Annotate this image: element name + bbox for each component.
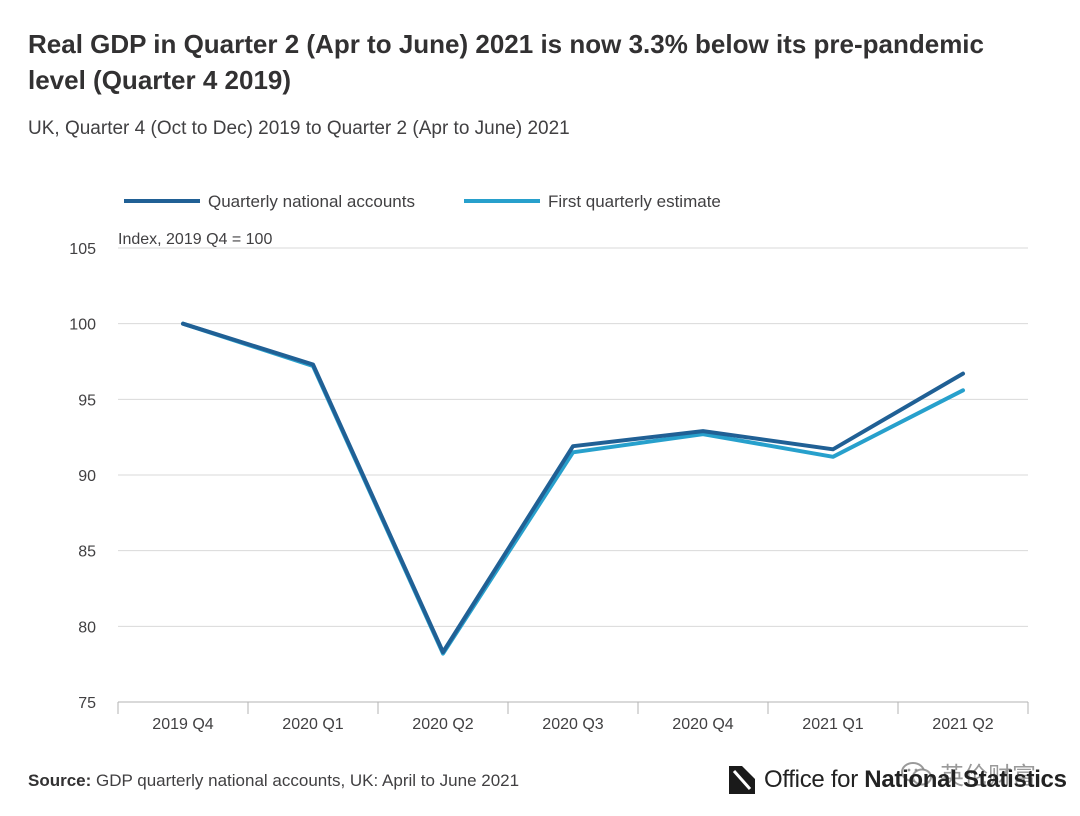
quarterly-national-accounts-line [181, 321, 965, 655]
series-lines [181, 321, 965, 656]
line-chart: Quarterly national accounts First quarter… [69, 192, 1029, 733]
source-text: GDP quarterly national accounts, UK: Apr… [91, 771, 520, 790]
y-tick-label: 90 [78, 468, 96, 485]
x-axis: 2019 Q4 2020 Q1 2020 Q2 2020 Q3 2020 Q4 2021 … [117, 701, 1029, 733]
watermark-text: 英伦财富 [940, 763, 1036, 790]
wechat-icon [901, 761, 932, 785]
ons-logo-text-b: National Statistics [864, 766, 1067, 793]
watermark: 英伦财富 [900, 756, 1036, 791]
y-tick-label: 100 [69, 317, 96, 334]
first-quarterly-estimate-line [181, 321, 965, 656]
x-tick-label: 2020 Q1 [282, 716, 343, 733]
x-tick-label: 2020 Q4 [672, 716, 733, 733]
y-tick-label: 85 [78, 544, 96, 561]
source-note: Source: GDP quarterly national accounts,… [28, 771, 519, 791]
y-tick-label: 80 [78, 619, 96, 636]
ons-logo: Office for National Statistics [728, 764, 1067, 796]
legend: Quarterly national accounts First quarter… [124, 192, 721, 211]
y-tick-label: 105 [69, 241, 96, 258]
x-tick-label: 2020 Q2 [412, 716, 473, 733]
chart-title: Real GDP in Quarter 2 (Apr to June) 2021… [28, 29, 984, 95]
x-tick-label: 2021 Q1 [802, 716, 863, 733]
source-label: Source: [28, 771, 92, 790]
legend-label: First quarterly estimate [548, 192, 721, 211]
ons-logo-icon [729, 766, 755, 794]
x-tick-label: 2021 Q2 [932, 716, 993, 733]
x-tick-label: 2019 Q4 [152, 716, 213, 733]
y-axis-ticks: 75 80 85 90 95 100 105 [69, 241, 96, 712]
x-tick-label: 2020 Q3 [542, 716, 603, 733]
gridlines [118, 247, 1028, 627]
ons-logo-text-a: Office for [764, 766, 865, 793]
y-tick-label: 75 [78, 695, 96, 712]
legend-label: Quarterly national accounts [208, 192, 415, 211]
y-axis-label: Index, 2019 Q4 = 100 [118, 231, 272, 248]
chart-subtitle: UK, Quarter 4 (Oct to Dec) 2019 to Quart… [28, 118, 570, 139]
ons-logo-text: Office for National Statistics [764, 766, 1067, 794]
y-tick-label: 95 [78, 392, 96, 409]
